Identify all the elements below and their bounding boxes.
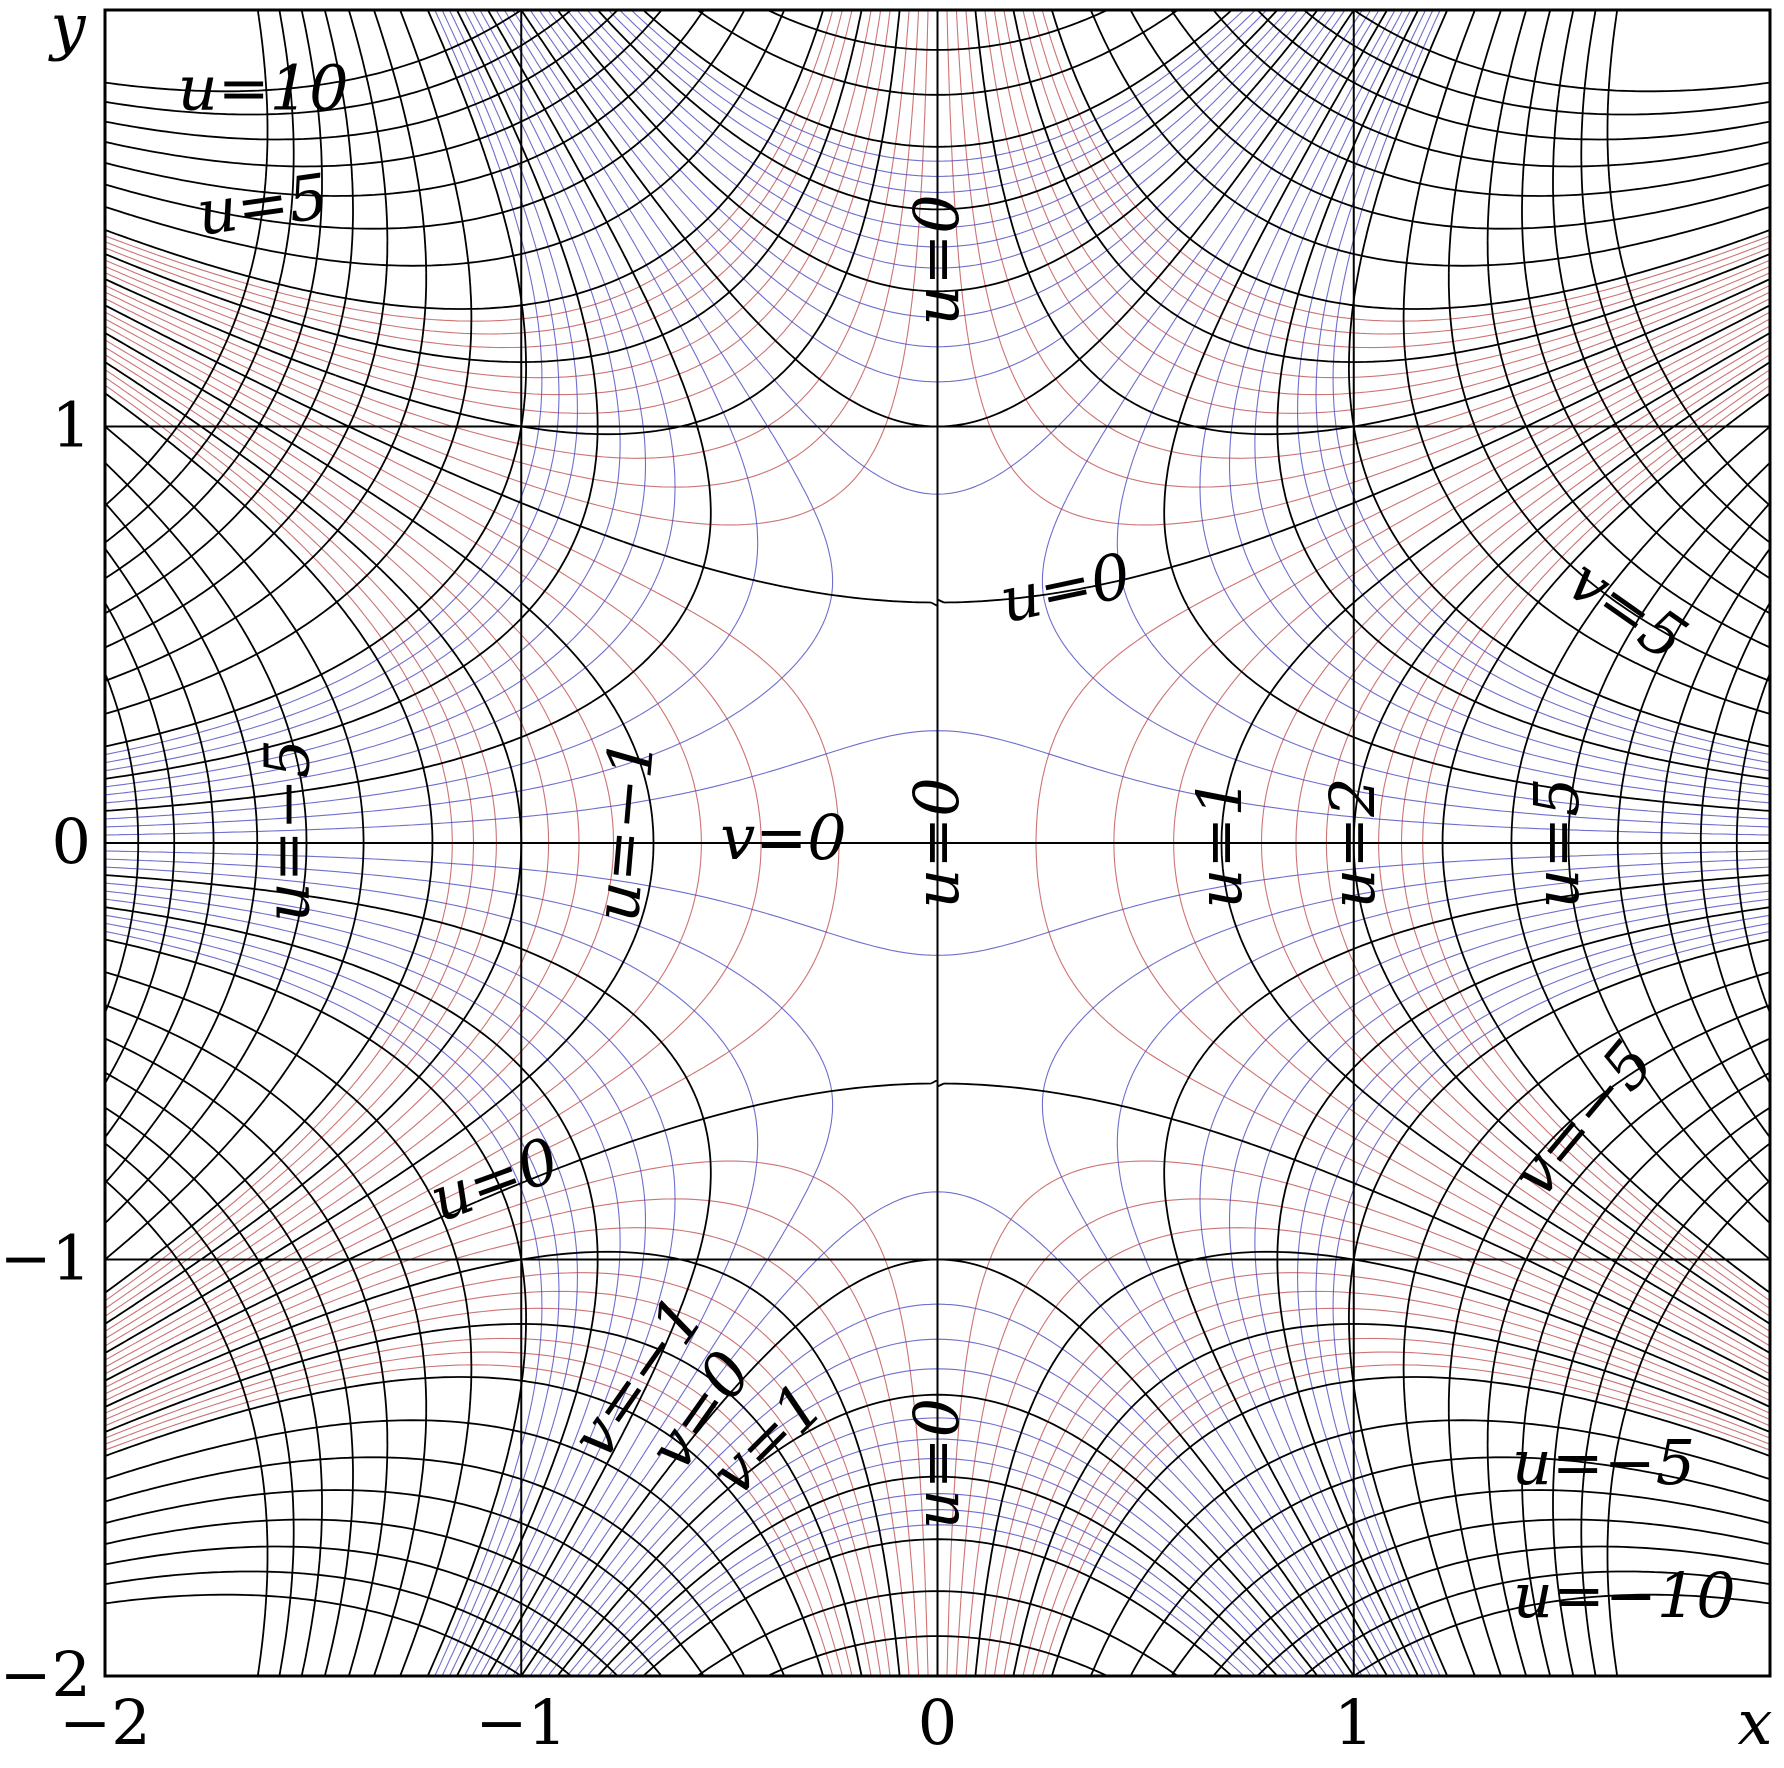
contour-label: u=5	[192, 159, 332, 250]
contour-line	[105, 10, 1770, 1676]
x-tick-label: −1	[476, 1686, 567, 1759]
contour-label: u=2	[1316, 777, 1389, 908]
contour-line	[1353, 10, 1770, 1676]
contour-line	[105, 10, 1770, 1676]
contour-line	[105, 10, 1770, 1676]
contour-line	[105, 10, 1770, 1676]
contour-label: u=1	[1183, 777, 1256, 908]
contour-line	[105, 10, 1770, 1676]
contour-layer	[105, 10, 1770, 1676]
contour-line	[105, 10, 1770, 1676]
contour-line	[105, 10, 1770, 1676]
contour-line	[105, 1037, 1770, 1676]
contour-line	[105, 10, 1770, 1676]
contour-line	[105, 10, 1770, 1676]
x-tick-label: 0	[918, 1686, 957, 1759]
contour-line	[105, 10, 1770, 1676]
contour-label: u=0	[420, 1123, 568, 1237]
contour-line	[105, 10, 1770, 1676]
x-tick-label: −2	[59, 1686, 150, 1759]
contour-label: v=−5	[1497, 1027, 1668, 1211]
y-tick-label: 1	[52, 389, 91, 462]
contour-line	[105, 10, 1770, 1676]
plot-frame	[103, 8, 1772, 1678]
contour-label: u=10	[178, 51, 349, 124]
contour-line	[105, 10, 1770, 1676]
contour-line	[105, 10, 1770, 1676]
contour-line	[105, 10, 1770, 1676]
contour-line	[105, 10, 1770, 1676]
contour-label: u=−5	[250, 739, 323, 922]
contour-label: u=0	[900, 777, 973, 908]
contour-label: u=0	[900, 1398, 973, 1529]
contour-label: u=−1	[580, 736, 669, 925]
contour-line	[105, 10, 1770, 1676]
contour-label: u=5	[1520, 777, 1593, 908]
contour-line	[105, 10, 1770, 1676]
contour-line	[105, 10, 1770, 1676]
contour-line	[105, 10, 1770, 1676]
contour-line	[105, 10, 1770, 1676]
contour-line	[105, 10, 1770, 1676]
contour-label: u=0	[900, 194, 973, 325]
x-tick-label: 1	[1334, 1686, 1373, 1759]
y-tick-label: −1	[0, 1222, 91, 1295]
contour-label: u=−5	[1512, 1426, 1695, 1499]
contour-line	[105, 10, 1770, 1676]
contour-label: v=0	[720, 801, 846, 874]
contour-line	[105, 10, 1770, 1676]
contour-line	[105, 10, 522, 1676]
contour-line	[105, 1071, 1770, 1676]
y-tick-label: 0	[52, 805, 91, 878]
contour-line	[105, 10, 1770, 1676]
contour-line	[105, 1142, 1770, 1676]
y-tick-label: −2	[0, 1638, 91, 1711]
contour-line	[105, 10, 1770, 580]
contour-label: u=−10	[1513, 1559, 1736, 1632]
contour-line	[105, 10, 1770, 649]
contour-line	[105, 10, 1770, 1676]
contour-line	[105, 10, 1770, 1676]
contour-line	[105, 10, 1770, 1676]
contour-line	[105, 1179, 1770, 1676]
contour-line	[105, 1106, 1770, 1676]
x-axis-label: x	[1738, 1686, 1773, 1759]
contour-line	[105, 10, 1770, 1676]
contour-label: u=0	[994, 538, 1138, 637]
y-axis-label: y	[47, 0, 86, 63]
contour-line	[105, 10, 1770, 1676]
